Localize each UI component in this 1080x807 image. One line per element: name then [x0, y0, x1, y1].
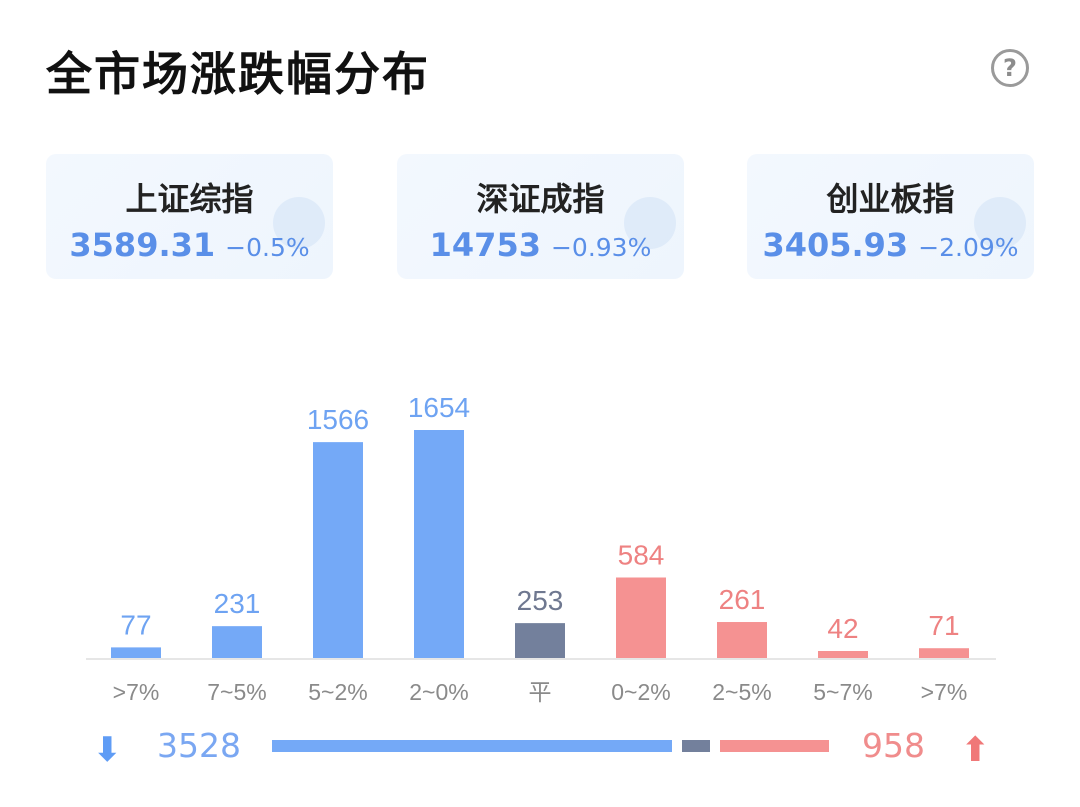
category-label-8: >7%: [921, 679, 968, 705]
category-label-4: 平: [529, 679, 552, 705]
index-value-row: 3405.93 −2.09%: [747, 226, 1034, 264]
data-label-3: 1654: [408, 392, 470, 423]
index-card-chinext[interactable]: 创业板指 3405.93 −2.09%: [747, 154, 1034, 279]
bar-3: [414, 430, 464, 658]
category-label-6: 2~5%: [712, 679, 771, 705]
index-value: 3589.31: [69, 226, 216, 264]
index-card-shenzhen[interactable]: 深证成指 14753 −0.93%: [397, 154, 684, 279]
bar-2: [313, 442, 363, 658]
data-label-7: 42: [827, 613, 858, 644]
data-label-8: 71: [928, 610, 959, 641]
index-value: 3405.93: [762, 226, 909, 264]
bar-5: [616, 577, 666, 658]
index-change: −2.09%: [918, 233, 1019, 262]
distribution-chart: 77 >7% 231 7~5% 1566 5~2% 1654 2~0% 253 平 584 0~2% 2…: [86, 392, 996, 705]
index-value: 14753: [429, 226, 541, 264]
index-card-shanghai[interactable]: 上证综指 3589.31 −0.5%: [46, 154, 333, 279]
bar-1: [212, 626, 262, 658]
category-label-5: 0~2%: [611, 679, 670, 705]
data-label-1: 231: [214, 588, 261, 619]
bar-7: [818, 651, 868, 658]
index-change: −0.5%: [225, 233, 310, 262]
category-label-7: 5~7%: [813, 679, 872, 705]
category-label-1: 7~5%: [207, 679, 266, 705]
bar-6: [717, 622, 767, 658]
index-name: 创业板指: [826, 180, 955, 218]
watermark-icon: [273, 197, 325, 249]
summary-bar-flat: [681, 740, 711, 752]
category-label-0: >7%: [113, 679, 160, 705]
bar-0: [111, 647, 161, 658]
help-icon[interactable]: ?: [991, 49, 1029, 87]
index-name: 上证综指: [125, 180, 254, 218]
index-value-row: 3589.31 −0.5%: [46, 226, 333, 264]
down-arrow-icon: ⬇: [93, 730, 122, 770]
down-count: 3528: [157, 726, 241, 765]
index-name: 深证成指: [476, 180, 605, 218]
data-label-2: 1566: [307, 404, 369, 435]
bar-8: [919, 648, 969, 658]
data-label-0: 77: [120, 609, 151, 640]
summary-bar-up: [720, 740, 829, 752]
watermark-icon: [624, 197, 676, 249]
index-change: −0.93%: [550, 233, 652, 262]
bar-4: [515, 623, 565, 658]
summary-bar-down: [272, 740, 672, 752]
summary-row: ⬇ 3528 958 ⬆: [0, 720, 1080, 780]
data-label-5: 584: [618, 539, 665, 570]
category-label-3: 2~0%: [409, 679, 468, 705]
up-arrow-icon: ⬆: [961, 730, 990, 770]
data-label-6: 261: [719, 584, 766, 615]
data-label-4: 253: [517, 585, 564, 616]
page-title: 全市场涨跌幅分布: [46, 47, 430, 101]
index-cards: 上证综指 3589.31 −0.5% 深证成指 14753 −0.93% 创业板指 …: [46, 154, 1034, 279]
up-count: 958: [862, 726, 925, 765]
category-label-2: 5~2%: [308, 679, 367, 705]
index-value-row: 14753 −0.93%: [397, 226, 684, 264]
watermark-icon: [974, 197, 1026, 249]
